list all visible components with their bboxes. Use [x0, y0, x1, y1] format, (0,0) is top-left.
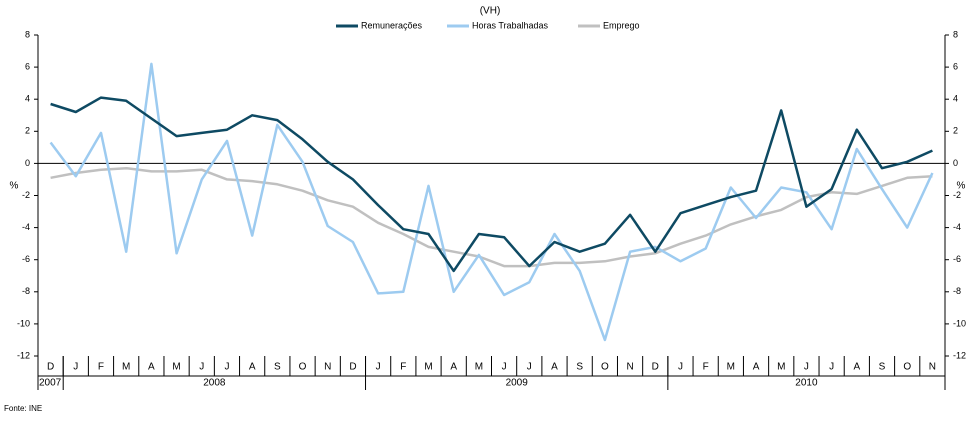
- y2-tick-label: -6: [953, 254, 961, 264]
- legend-label: Horas Trabalhadas: [472, 20, 549, 30]
- x-tick-label: A: [249, 362, 256, 373]
- x-tick-label: S: [274, 362, 281, 373]
- y2-tick-label: -2: [953, 190, 961, 200]
- y-tick-label: 8: [25, 29, 30, 39]
- y2-tick-label: -12: [953, 350, 966, 360]
- chart-subtitle: (VH): [480, 6, 501, 17]
- x-tick-label: D: [47, 362, 54, 373]
- x-tick-label: N: [626, 362, 633, 373]
- x-tick-label: A: [853, 362, 860, 373]
- year-label: 2009: [506, 378, 529, 389]
- series-line: [49, 62, 934, 342]
- x-tick-label: D: [652, 362, 659, 373]
- x-tick-label: O: [903, 362, 911, 373]
- y2-tick-label: 0: [953, 158, 958, 168]
- year-label: 2008: [203, 378, 226, 389]
- y-tick-label: 0: [25, 158, 30, 168]
- y2-tick-label: 2: [953, 126, 958, 136]
- x-tick-label: M: [475, 362, 483, 373]
- y-tick-label: 2: [25, 126, 30, 136]
- x-tick-label: M: [122, 362, 130, 373]
- x-tick-label: J: [804, 362, 809, 373]
- y2-tick-label: 8: [953, 29, 958, 39]
- x-tick-label: J: [73, 362, 78, 373]
- year-label: 2010: [795, 378, 818, 389]
- x-tick-label: M: [172, 362, 180, 373]
- y2-tick-label: -4: [953, 222, 961, 232]
- x-tick-label: M: [424, 362, 432, 373]
- x-tick-label: F: [400, 362, 406, 373]
- x-tick-label: A: [551, 362, 558, 373]
- y-tick-label: -8: [22, 286, 30, 296]
- x-tick-label: S: [879, 362, 886, 373]
- x-tick-label: A: [450, 362, 457, 373]
- x-tick-label: O: [601, 362, 609, 373]
- x-tick-label: F: [703, 362, 709, 373]
- x-tick-label: M: [727, 362, 735, 373]
- x-tick-label: J: [376, 362, 381, 373]
- y2-tick-label: -10: [953, 318, 966, 328]
- source: Fonte: INE: [4, 404, 42, 413]
- y2-tick-label: -8: [953, 286, 961, 296]
- x-tick-label: O: [299, 362, 307, 373]
- y-tick-label: 6: [25, 61, 30, 71]
- y-tick-label: -2: [22, 190, 30, 200]
- x-tick-label: A: [753, 362, 760, 373]
- y-axis-label: %: [10, 181, 19, 192]
- x-tick-label: J: [678, 362, 683, 373]
- series-line: [50, 96, 933, 273]
- x-tick-label: S: [576, 362, 583, 373]
- y-tick-label: -12: [17, 350, 30, 360]
- y2-tick-label: 6: [953, 61, 958, 71]
- x-tick-label: M: [777, 362, 785, 373]
- y-tick-label: -6: [22, 254, 30, 264]
- y-tick-label: -4: [22, 222, 30, 232]
- legend-label: Emprego: [603, 20, 640, 30]
- x-tick-label: N: [929, 362, 936, 373]
- x-tick-label: F: [98, 362, 104, 373]
- x-tick-label: J: [527, 362, 532, 373]
- y2-axis-label: %: [957, 181, 966, 192]
- y-tick-label: 4: [25, 94, 30, 104]
- y-tick-label: -10: [17, 318, 30, 328]
- series-line: [50, 166, 933, 268]
- year-label: 2007: [39, 378, 62, 389]
- x-tick-label: A: [148, 362, 155, 373]
- x-tick-label: D: [349, 362, 356, 373]
- x-tick-label: J: [502, 362, 507, 373]
- y2-tick-label: 4: [953, 94, 958, 104]
- x-tick-label: J: [199, 362, 204, 373]
- x-tick-label: J: [829, 362, 834, 373]
- x-tick-label: J: [224, 362, 229, 373]
- legend-label: Remunerações: [361, 20, 423, 30]
- x-tick-label: N: [324, 362, 331, 373]
